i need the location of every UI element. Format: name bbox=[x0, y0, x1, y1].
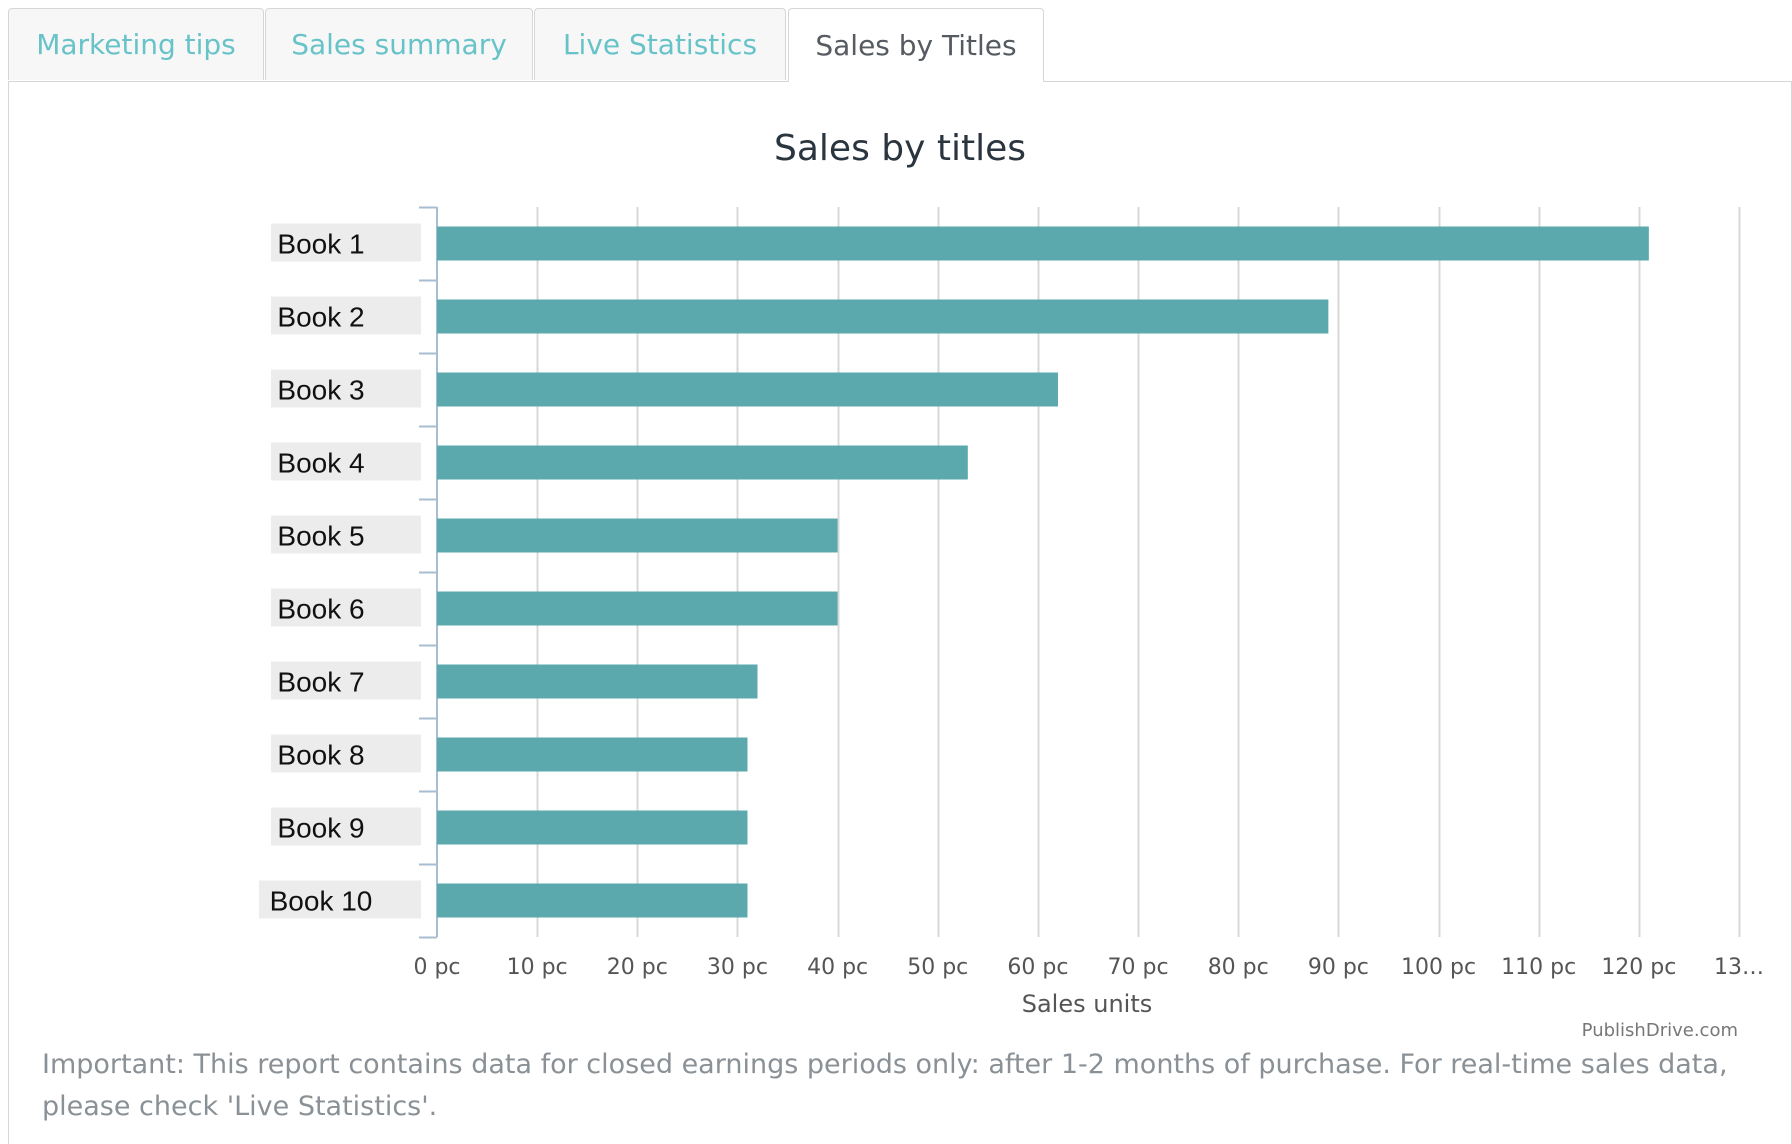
chart-category-labels: Book 1 Book 2 Book 3 Book 4 Book 5 Book 6 Book… bbox=[259, 223, 421, 919]
x-tick-label: 100 pc bbox=[1401, 955, 1476, 980]
x-tick-label: 13… bbox=[1714, 955, 1764, 980]
x-tick-label: 90 pc bbox=[1308, 955, 1369, 980]
category-label: Book 4 bbox=[277, 448, 364, 479]
category-label-background bbox=[271, 734, 421, 773]
bar[interactable] bbox=[437, 591, 838, 626]
x-tick-label: 40 pc bbox=[807, 955, 868, 980]
category-label-background bbox=[271, 588, 421, 627]
category-label-background bbox=[271, 515, 421, 554]
x-tick-label: 110 pc bbox=[1501, 955, 1576, 980]
tab-sales-summary[interactable]: Sales summary bbox=[265, 8, 533, 80]
report-note: Important: This report contains data for… bbox=[42, 1049, 1728, 1122]
chart-credit[interactable]: PublishDrive.com bbox=[1582, 1020, 1738, 1040]
category-label: Book 2 bbox=[277, 302, 364, 333]
category-label-background bbox=[271, 661, 421, 700]
x-tick-label: 30 pc bbox=[707, 955, 768, 980]
category-label-background bbox=[271, 807, 421, 846]
bar[interactable] bbox=[437, 226, 1649, 261]
bar[interactable] bbox=[437, 810, 748, 845]
x-tick-label: 20 pc bbox=[607, 955, 668, 980]
category-label: Book 8 bbox=[277, 740, 364, 771]
x-tick-label: 10 pc bbox=[507, 955, 568, 980]
bar[interactable] bbox=[437, 445, 968, 480]
category-label: Book 10 bbox=[270, 886, 373, 917]
bar[interactable] bbox=[437, 737, 748, 772]
x-tick-label: 0 pc bbox=[413, 955, 460, 980]
x-tick-label: 80 pc bbox=[1208, 955, 1269, 980]
x-tick-label: 60 pc bbox=[1007, 955, 1068, 980]
bar[interactable] bbox=[437, 372, 1058, 407]
category-label: Book 5 bbox=[277, 521, 364, 552]
bar[interactable] bbox=[437, 883, 748, 918]
bar[interactable] bbox=[437, 518, 838, 553]
category-label-background bbox=[259, 880, 421, 919]
x-tick-label: 50 pc bbox=[907, 955, 968, 980]
chart-bars bbox=[437, 226, 1649, 918]
bar[interactable] bbox=[437, 299, 1329, 334]
category-label: Book 3 bbox=[277, 375, 364, 406]
tab-bar: Marketing tips Sales summary Live Statis… bbox=[8, 8, 1792, 82]
category-label-background bbox=[271, 369, 421, 408]
bar[interactable] bbox=[437, 664, 758, 699]
category-label: Book 6 bbox=[277, 594, 364, 625]
tab-marketing-tips[interactable]: Marketing tips bbox=[8, 8, 264, 80]
sales-by-titles-chart: Sales by titles Book 1 Book 2 Book 3 Book 4… bbox=[259, 128, 1764, 1040]
x-tick-label: 120 pc bbox=[1601, 955, 1676, 980]
tab-live-statistics[interactable]: Live Statistics bbox=[534, 8, 786, 80]
tab-sales-by-titles[interactable]: Sales by Titles bbox=[788, 8, 1044, 82]
category-label-background bbox=[271, 442, 421, 481]
x-tick-label: 70 pc bbox=[1108, 955, 1169, 980]
category-label: Book 1 bbox=[277, 229, 364, 260]
category-label: Book 9 bbox=[277, 813, 364, 844]
chart-title: Sales by titles bbox=[774, 128, 1026, 169]
category-label-background bbox=[271, 223, 421, 262]
category-label: Book 7 bbox=[277, 667, 364, 698]
x-axis-title: Sales units bbox=[1022, 990, 1153, 1018]
category-label-background bbox=[271, 296, 421, 335]
chart-x-tick-labels: 0 pc 10 pc 20 pc 30 pc 40 pc 50 pc 60 pc 70 pc 8… bbox=[413, 955, 1764, 980]
